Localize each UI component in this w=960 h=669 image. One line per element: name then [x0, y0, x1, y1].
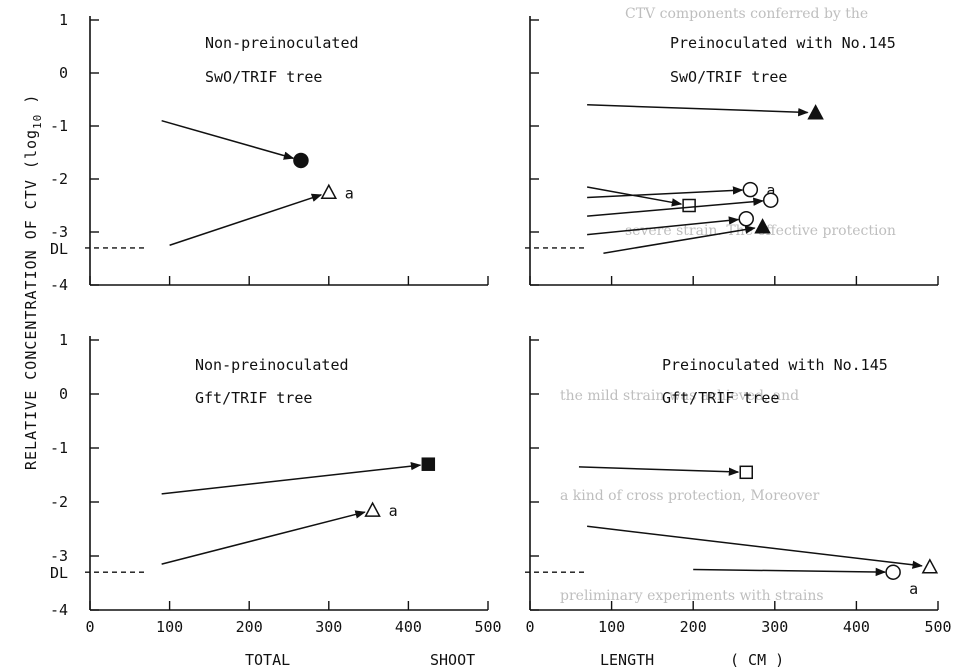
y-tick-label: 1 [59, 11, 68, 29]
y-axis-label: RELATIVE CONCENTRATION OF CTV (log10 ) [22, 94, 44, 470]
background-text-line: CTV components conferred by the [625, 6, 868, 22]
y-tick-label: -4 [50, 276, 68, 294]
panel-title-line: Non-preinoculated [205, 34, 359, 52]
data-point-label: a [345, 184, 354, 202]
x-tick-label: 400 [395, 618, 422, 636]
data-point-label: a [909, 580, 918, 598]
trend-arrow [169, 193, 323, 246]
y-tick-label: -1 [50, 117, 68, 135]
panel-top-left: 1 0 -1 -2 -3 -4 DL Non-preinoculated SwO/TRIF tr… [50, 11, 489, 294]
data-point [754, 218, 771, 234]
panel-bottom-right: 0 100 200 300 400 500 Preinoculated with No.14… [525, 336, 952, 636]
panel-title-line: Preinoculated with No.145 [662, 356, 888, 374]
trend-arrow [603, 225, 756, 254]
x-tick-label: 200 [680, 618, 707, 636]
panel-title-line: Non-preinoculated [195, 356, 349, 374]
y-tick-label: -2 [50, 170, 68, 188]
x-axis-label-word: LENGTH [600, 651, 654, 669]
x-axis-label-word: ( CM ) [730, 651, 784, 669]
data-point [320, 183, 338, 199]
panel-title-line: SwO/TRIF tree [205, 68, 322, 86]
y-tick-label: 0 [59, 64, 68, 82]
x-tick-label: 0 [85, 618, 94, 636]
y-tick-label: 0 [59, 385, 68, 403]
panel-title-line: SwO/TRIF tree [670, 68, 787, 86]
trend-arrow [587, 216, 740, 236]
trend-arrow [587, 186, 744, 199]
y-tick-label: 1 [59, 331, 68, 349]
x-tick-label: 500 [474, 618, 501, 636]
trend-arrow [161, 119, 295, 160]
data-point [364, 501, 381, 517]
trend-arrow [587, 525, 923, 569]
y-tick-label: -1 [50, 439, 68, 457]
y-tick-label: -3 [50, 223, 68, 241]
data-point [739, 465, 753, 480]
panel-title-line: Preinoculated with No.145 [670, 34, 896, 52]
panel-bottom-left: 1 0 -1 -2 -3 -4 0 100 200 300 400 500 DL Non-preinocu… [50, 331, 502, 636]
detection-limit-label: DL [50, 240, 68, 258]
data-point [807, 104, 824, 120]
data-point [742, 181, 759, 198]
data-point-label: a [766, 182, 775, 200]
x-axis-label-word: SHOOT [430, 651, 475, 669]
data-point [762, 192, 779, 208]
background-text-line: a kind of cross protection, Moreover [560, 488, 820, 504]
trend-arrow [587, 104, 809, 117]
x-tick-label: 300 [761, 618, 788, 636]
panel-title-line: Gft/TRIF tree [195, 389, 312, 407]
y-tick-label: -2 [50, 493, 68, 511]
chart-panels: 1 0 -1 -2 -3 -4 DL Non-preinoculated SwO/TRIF tr… [50, 11, 952, 636]
data-point [682, 198, 696, 213]
background-text-line: preliminary experiments with strains [560, 588, 824, 604]
panel-top-right: Preinoculated with No.145 SwO/TRIF tree a [525, 16, 939, 286]
data-point-label: a [389, 502, 398, 520]
x-tick-label: 300 [315, 618, 342, 636]
trend-arrow [161, 510, 366, 565]
trend-arrow [578, 466, 740, 476]
detection-limit-label: DL [50, 564, 68, 582]
panel-title-line: Gft/TRIF tree [662, 389, 779, 407]
data-point [293, 152, 309, 169]
data-point [421, 457, 436, 471]
x-axis-label-word: TOTAL [245, 651, 290, 669]
background-text-line: the mild strain was achieved, and [560, 388, 799, 404]
x-tick-label: 0 [525, 618, 534, 636]
data-point [921, 558, 939, 574]
y-tick-label: -4 [50, 601, 68, 619]
trend-arrow [693, 567, 887, 577]
x-tick-label: 100 [156, 618, 183, 636]
trend-arrow [587, 197, 764, 217]
x-tick-label: 100 [598, 618, 625, 636]
trend-arrow [161, 461, 422, 495]
x-axis-label: TOTAL SHOOT LENGTH ( CM ) [245, 651, 784, 669]
y-tick-label: -3 [50, 547, 68, 565]
x-tick-label: 400 [843, 618, 870, 636]
x-tick-label: 500 [924, 618, 951, 636]
data-point [738, 211, 754, 227]
data-point [885, 564, 901, 580]
x-tick-label: 200 [236, 618, 263, 636]
